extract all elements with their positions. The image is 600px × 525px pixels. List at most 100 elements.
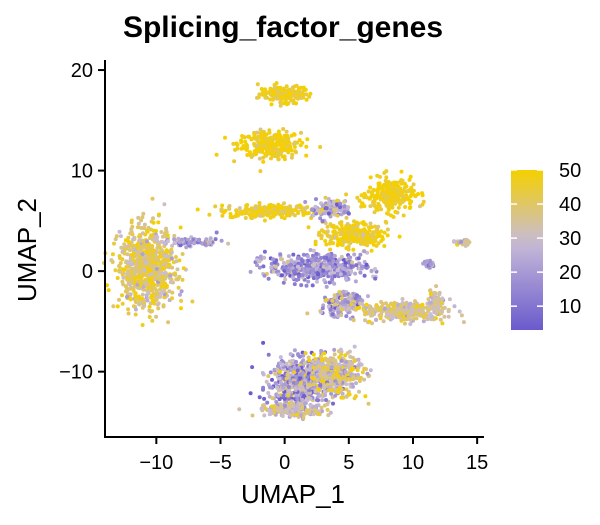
scatter-point — [370, 321, 374, 326]
scatter-point — [298, 90, 303, 95]
scatter-point — [144, 260, 149, 265]
scatter-point — [282, 216, 287, 221]
scatter-point — [140, 323, 145, 327]
cluster-far-right-dot — [451, 237, 472, 248]
scatter-point — [340, 266, 345, 271]
scatter-point — [239, 211, 244, 216]
x-tick-label: 5 — [343, 452, 354, 474]
scatter-point — [156, 220, 161, 225]
scatter-point — [127, 248, 132, 252]
scatter-point — [335, 243, 340, 248]
scatter-point — [380, 188, 385, 192]
scatter-point — [369, 225, 374, 230]
scatter-point — [195, 207, 200, 212]
scatter-point — [385, 195, 390, 200]
scatter-point — [272, 367, 277, 372]
scatter-point — [187, 241, 192, 246]
scatter-point — [123, 238, 128, 243]
scatter-point — [368, 185, 373, 190]
scatter-point — [346, 306, 351, 311]
scatter-point — [261, 385, 266, 390]
scatter-point — [272, 207, 277, 212]
scatter-point — [324, 398, 328, 402]
scatter-point — [272, 260, 277, 265]
scatter-point — [242, 135, 247, 140]
scatter-point — [295, 256, 300, 260]
scatter-point — [279, 257, 283, 262]
x-axis-label: UMAP_1 — [241, 479, 345, 509]
scatter-point — [354, 227, 359, 232]
scatter-point — [278, 103, 283, 108]
scatter-point — [335, 198, 340, 203]
scatter-point — [393, 194, 398, 199]
scatter-point — [366, 189, 371, 194]
scatter-point — [314, 197, 318, 202]
scatter-point — [286, 136, 291, 141]
scatter-point — [137, 238, 142, 243]
scatter-point — [138, 270, 143, 275]
scatter-point — [440, 309, 445, 314]
scatter-point — [409, 185, 414, 190]
scatter-point — [148, 264, 153, 269]
scatter-point — [427, 307, 431, 312]
scatter-point — [208, 236, 213, 241]
scatter-point — [138, 248, 143, 253]
scatter-point — [144, 247, 149, 251]
scatter-point — [126, 307, 131, 312]
scatter-point — [278, 380, 283, 385]
scatter-point — [279, 143, 284, 148]
scatter-point — [266, 276, 271, 281]
scatter-point — [395, 180, 399, 185]
scatter-point — [319, 310, 323, 315]
y-tick-label: 10 — [71, 161, 93, 183]
scatter-point — [156, 306, 161, 311]
scatter-point — [152, 263, 157, 268]
scatter-point — [349, 372, 353, 377]
scatter-point — [285, 407, 289, 412]
scatter-point — [400, 297, 405, 301]
scatter-point — [282, 396, 287, 401]
scatter-point — [268, 411, 273, 416]
scatter-point — [332, 274, 337, 279]
scatter-point — [259, 406, 264, 411]
scatter-point — [234, 142, 239, 147]
scatter-point — [174, 259, 179, 264]
scatter-point — [352, 344, 357, 349]
scatter-point — [121, 275, 126, 280]
scatter-point — [276, 393, 281, 398]
scatter-point — [319, 256, 323, 260]
scatter-point — [301, 415, 306, 420]
scatter-point — [158, 287, 163, 292]
scatter-point — [348, 377, 353, 382]
scatter-point — [180, 252, 185, 256]
scatter-point — [327, 361, 332, 366]
scatter-point — [307, 367, 312, 372]
scatter-point — [297, 274, 301, 279]
scatter-point — [265, 149, 270, 154]
scatter-point — [296, 211, 301, 216]
scatter-point — [354, 293, 359, 298]
scatter-point — [162, 271, 167, 276]
scatter-point — [162, 202, 167, 207]
scatter-point — [159, 230, 164, 234]
x-axis-ticks: −10 −5 0 5 10 15 — [139, 437, 488, 474]
scatter-points — [102, 81, 472, 422]
scatter-point — [298, 143, 303, 148]
scatter-point — [129, 220, 134, 225]
scatter-point — [404, 184, 409, 189]
x-tick-label: 0 — [279, 452, 290, 474]
scatter-point — [379, 300, 384, 304]
scatter-point — [355, 306, 359, 311]
scatter-point — [170, 296, 174, 301]
scatter-point — [280, 91, 285, 96]
scatter-point — [192, 240, 197, 245]
scatter-point — [401, 308, 405, 313]
scatter-point — [290, 211, 295, 216]
scatter-point — [334, 225, 339, 230]
scatter-point — [362, 366, 367, 371]
scatter-point — [176, 236, 181, 241]
scatter-point — [328, 410, 333, 415]
scatter-point — [385, 182, 390, 187]
scatter-point — [304, 408, 309, 413]
